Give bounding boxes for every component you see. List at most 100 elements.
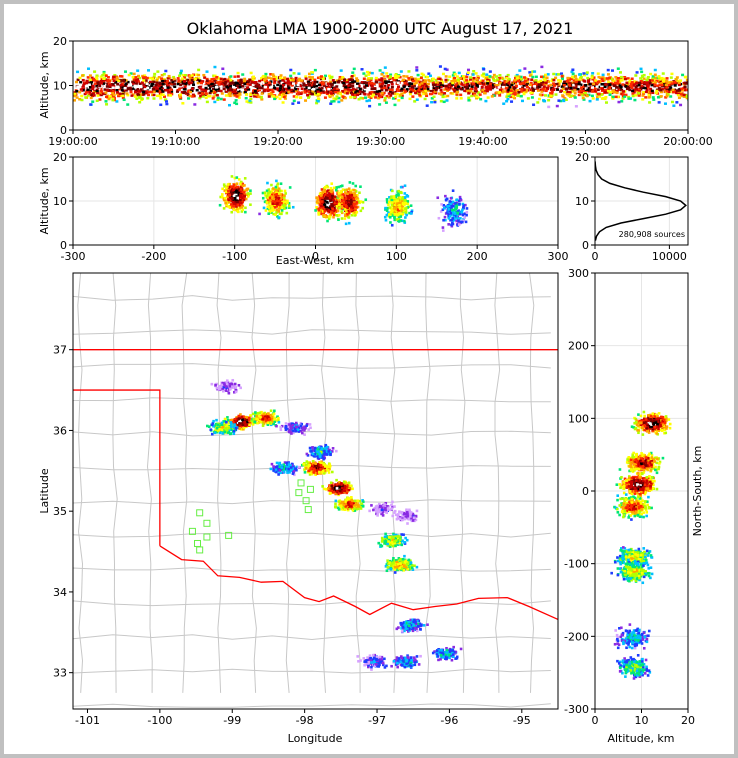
source-pixel xyxy=(351,71,355,74)
source-pixel xyxy=(547,98,551,102)
source-pixel xyxy=(534,79,538,82)
source-pixel xyxy=(265,194,269,198)
source-pixel xyxy=(590,94,594,98)
source-pixel xyxy=(269,77,273,80)
source-pixel xyxy=(317,213,321,216)
time-axis-tick-label: 19:30:00 xyxy=(356,135,405,148)
source-pixel xyxy=(347,211,351,215)
source-pixel xyxy=(414,89,418,93)
source-pixel xyxy=(198,79,202,83)
source-pixel xyxy=(105,88,109,92)
source-pixel xyxy=(350,75,354,78)
source-pixel xyxy=(222,183,226,186)
source-pixel xyxy=(352,197,356,201)
source-pixel xyxy=(380,91,384,95)
source-pixel xyxy=(360,81,364,84)
source-pixel xyxy=(279,80,283,83)
source-pixel xyxy=(116,83,120,86)
source-pixel xyxy=(530,96,534,99)
source-pixel xyxy=(208,79,212,83)
source-pixel xyxy=(271,202,275,206)
source-pixel xyxy=(253,81,257,85)
source-pixel xyxy=(272,77,276,81)
source-pixel xyxy=(199,95,203,98)
source-pixel xyxy=(273,81,277,85)
source-pixel xyxy=(663,102,667,105)
source-pixel xyxy=(374,76,378,80)
source-pixel xyxy=(279,193,283,196)
source-pixel xyxy=(91,87,95,91)
source-pixel xyxy=(618,80,622,83)
source-pixel xyxy=(591,71,595,75)
source-pixel xyxy=(363,93,367,96)
source-pixel xyxy=(348,209,351,213)
source-pixel xyxy=(275,95,279,99)
source-pixel xyxy=(611,95,615,99)
source-pixel xyxy=(350,196,354,200)
altitude-axis-tick-label: 10 xyxy=(575,195,589,208)
source-pixel xyxy=(80,98,84,102)
source-pixel xyxy=(249,71,253,75)
source-pixel xyxy=(439,85,443,89)
source-pixel xyxy=(601,97,605,100)
source-pixel xyxy=(577,78,581,82)
source-pixel xyxy=(121,86,125,89)
source-pixel xyxy=(316,97,320,100)
source-pixel xyxy=(134,91,138,94)
source-pixel xyxy=(262,78,266,82)
source-pixel xyxy=(127,73,131,77)
source-pixel xyxy=(232,194,236,198)
source-pixel xyxy=(388,90,392,94)
source-pixel xyxy=(116,91,120,94)
source-pixel xyxy=(452,202,455,205)
source-pixel xyxy=(280,81,284,85)
source-pixel xyxy=(294,76,298,80)
source-pixel xyxy=(323,209,327,213)
source-pixel xyxy=(320,87,324,90)
source-pixel xyxy=(665,80,669,83)
altitude-axis-tick-label: 0 xyxy=(582,239,589,252)
source-pixel xyxy=(405,194,409,197)
source-pixel xyxy=(444,84,448,88)
source-pixel xyxy=(307,80,311,84)
source-pixel xyxy=(432,91,436,94)
source-pixel xyxy=(579,75,583,79)
source-pixel xyxy=(404,207,407,211)
source-pixel xyxy=(403,196,407,199)
source-pixel xyxy=(606,68,610,72)
source-pixel xyxy=(204,86,208,90)
source-pixel xyxy=(233,196,237,200)
source-pixel xyxy=(186,78,190,82)
source-pixel xyxy=(96,82,100,86)
source-pixel xyxy=(399,219,402,222)
source-pixel xyxy=(138,90,142,93)
source-pixel xyxy=(431,81,435,84)
source-pixel xyxy=(630,81,634,84)
source-pixel xyxy=(133,95,137,98)
source-pixel xyxy=(456,224,460,227)
source-pixel xyxy=(361,90,365,94)
source-pixel xyxy=(626,77,630,80)
source-pixel xyxy=(665,86,669,89)
source-pixel xyxy=(230,210,234,214)
source-pixel xyxy=(224,80,228,84)
source-pixel xyxy=(235,202,238,206)
chart-title: Oklahoma LMA 1900-2000 UTC August 17, 20… xyxy=(187,19,574,38)
source-pixel xyxy=(294,89,298,93)
source-pixel xyxy=(117,79,121,83)
source-pixel xyxy=(679,85,683,88)
source-pixel xyxy=(190,78,194,82)
source-pixel xyxy=(567,81,571,85)
source-pixel xyxy=(224,198,227,202)
source-pixel xyxy=(279,182,283,185)
source-pixel xyxy=(619,75,623,79)
source-pixel xyxy=(419,76,423,80)
source-pixel xyxy=(143,89,147,92)
source-pixel xyxy=(387,96,391,99)
source-pixel xyxy=(617,78,621,82)
source-pixel xyxy=(444,218,447,222)
source-pixel xyxy=(337,96,341,100)
source-pixel xyxy=(591,86,595,89)
source-pixel xyxy=(522,76,526,79)
source-pixel xyxy=(240,428,243,431)
